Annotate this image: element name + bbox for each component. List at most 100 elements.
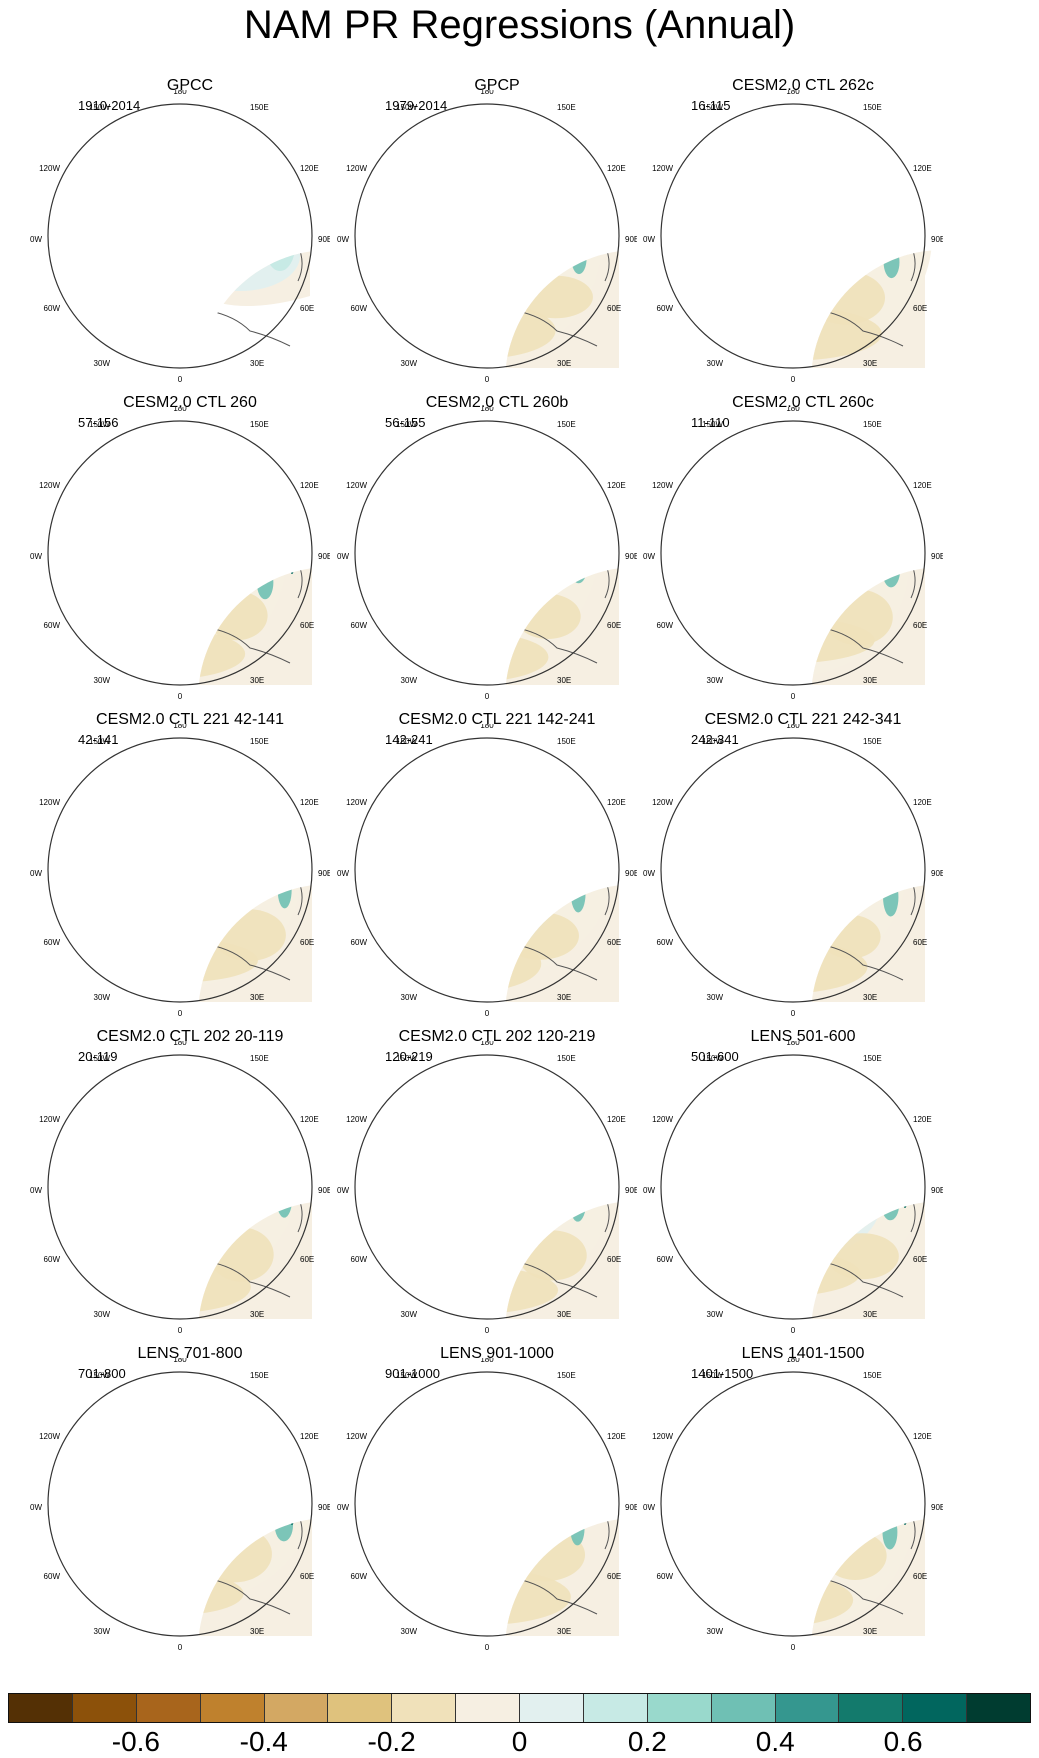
lon-label: 150W (702, 1371, 723, 1380)
lon-label: 120W (39, 481, 60, 490)
lon-label: 150W (702, 103, 723, 112)
polar-map: 180 150W 150E 120W 120E 90W 90E 60W 60E 30W 30E 0 (337, 1358, 637, 1652)
lon-label: 150W (89, 420, 110, 429)
map-panel: LENS 701-800 701-800 180 150W 150E 120W 120E 90… (30, 1344, 360, 1654)
lon-label: 120W (652, 164, 673, 173)
precip-field (811, 250, 933, 368)
figure-title: NAM PR Regressions (Annual) (243, 3, 796, 47)
colorbar-segment (264, 1694, 329, 1722)
colorbar-segment (903, 1694, 968, 1722)
lon-label: 90W (643, 1503, 655, 1512)
lon-label: 150W (396, 1371, 417, 1380)
panel-title: LENS 701-800 (137, 1345, 243, 1362)
panel-period: 142-241 (385, 732, 433, 747)
lon-label: 150E (863, 737, 882, 746)
precip-field (505, 884, 619, 1002)
panel-period: 1910-2014 (78, 98, 141, 113)
lon-label: 120E (300, 481, 319, 490)
lon-label: 0 (485, 1643, 490, 1652)
lon-label: 90E (931, 1186, 943, 1195)
precip-field (198, 250, 312, 368)
colorbar-segment (647, 1694, 712, 1722)
panel-period: 1401-1500 (691, 1366, 754, 1381)
colorbar-tick-label: 0.2 (627, 1726, 667, 1757)
map-panel: GPCP 1979-2014 180 150W 150E 120W 120E 90W 90E 60… (337, 76, 667, 386)
lon-label: 180 (480, 1041, 494, 1047)
panel-period: 57-156 (78, 415, 119, 430)
lon-label: 120E (300, 164, 319, 173)
lon-label: 0 (485, 692, 490, 701)
map-panel: CESM2.0 CTL 221 142-241 142-241 180 150W 150… (337, 710, 667, 1020)
lon-label: 90W (643, 1186, 655, 1195)
lon-label: 60E (913, 1572, 927, 1581)
colorbar-tick-label: 0.6 (883, 1726, 923, 1757)
map-panel: GPCC 1910-2014 180 150W 150E 120W 120E 90W 90E 60… (30, 76, 360, 386)
colorbar (8, 1693, 1031, 1723)
lon-label: 30W (401, 993, 418, 1002)
panel-period: 16-115 (691, 98, 731, 113)
panel-period: 1979-2014 (385, 98, 448, 113)
precip-field (198, 1518, 312, 1636)
lon-label: 150E (557, 103, 576, 112)
lon-label: 120E (913, 1432, 932, 1441)
map-panel: CESM2.0 CTL 260 57-156 180 150W 150E 120W 120E… (30, 393, 360, 703)
lon-label: 0 (178, 1643, 183, 1652)
map-panel: CESM2.0 CTL 202 120-219 120-219 180 150W 150… (337, 1027, 667, 1337)
lon-label: 60E (300, 938, 314, 947)
lon-label: 60W (657, 304, 674, 313)
lon-label: 180 (173, 724, 187, 730)
map-panel: CESM2.0 CTL 262c 16-115 180 150W 150E 120W 120… (643, 76, 973, 386)
lon-label: 180 (786, 1041, 800, 1047)
colorbar-segment (392, 1694, 457, 1722)
lon-label: 180 (786, 90, 800, 96)
lon-label: 30E (557, 1627, 571, 1636)
colorbar-segment (72, 1694, 137, 1722)
lon-label: 180 (786, 1358, 800, 1364)
lon-label: 90W (337, 1503, 349, 1512)
lon-label: 150W (702, 420, 723, 429)
lon-label: 30W (401, 1310, 418, 1319)
lon-label: 90W (643, 869, 655, 878)
precip-field (811, 884, 925, 1002)
lon-label: 30E (863, 676, 877, 685)
colorbar-segment (136, 1694, 201, 1722)
lon-label: 180 (480, 724, 494, 730)
precip-field (505, 1201, 619, 1319)
lon-label: 120E (913, 164, 932, 173)
lon-label: 90E (625, 552, 637, 561)
colorbar-segment (839, 1694, 904, 1722)
precip-field (811, 567, 925, 685)
polar-map: 180 150W 150E 120W 120E 90W 90E 60W 60E 30W 30E 0 (30, 407, 330, 701)
panel-title: CESM2.0 CTL 221 142-241 (398, 711, 596, 728)
lon-label: 30E (557, 1310, 571, 1319)
lon-label: 30E (863, 1310, 877, 1319)
lon-label: 120W (652, 798, 673, 807)
precip-field (198, 1201, 312, 1319)
lon-label: 90E (931, 552, 943, 561)
precip-field (198, 884, 312, 1002)
lon-label: 180 (786, 407, 800, 413)
lon-label: 150E (863, 103, 882, 112)
lon-label: 60E (913, 938, 927, 947)
panel-period: 11-110 (691, 415, 730, 430)
lon-label: 30W (94, 676, 111, 685)
polar-map: 180 150W 150E 120W 120E 90W 90E 60W 60E 30W 30E 0 (337, 724, 637, 1018)
colorbar-segment (583, 1694, 648, 1722)
lon-label: 0 (178, 692, 183, 701)
lon-label: 60E (913, 304, 927, 313)
lon-label: 150W (702, 737, 723, 746)
lon-label: 180 (173, 1358, 187, 1364)
lon-label: 0 (485, 1326, 490, 1335)
lon-label: 150E (557, 1371, 576, 1380)
lon-label: 150W (396, 420, 417, 429)
panel-title: CESM2.0 CTL 221 242-341 (704, 711, 902, 728)
lon-label: 60W (44, 1572, 61, 1581)
lon-label: 30W (707, 1310, 724, 1319)
panel-title: LENS 901-1000 (440, 1345, 554, 1362)
lon-label: 60W (657, 1572, 674, 1581)
lon-label: 60W (351, 1572, 368, 1581)
lon-label: 150W (89, 737, 110, 746)
lon-label: 90W (337, 235, 349, 244)
polar-map: 180 150W 150E 120W 120E 90W 90E 60W 60E 30W 30E 0 (30, 724, 330, 1018)
lon-label: 120W (346, 798, 367, 807)
